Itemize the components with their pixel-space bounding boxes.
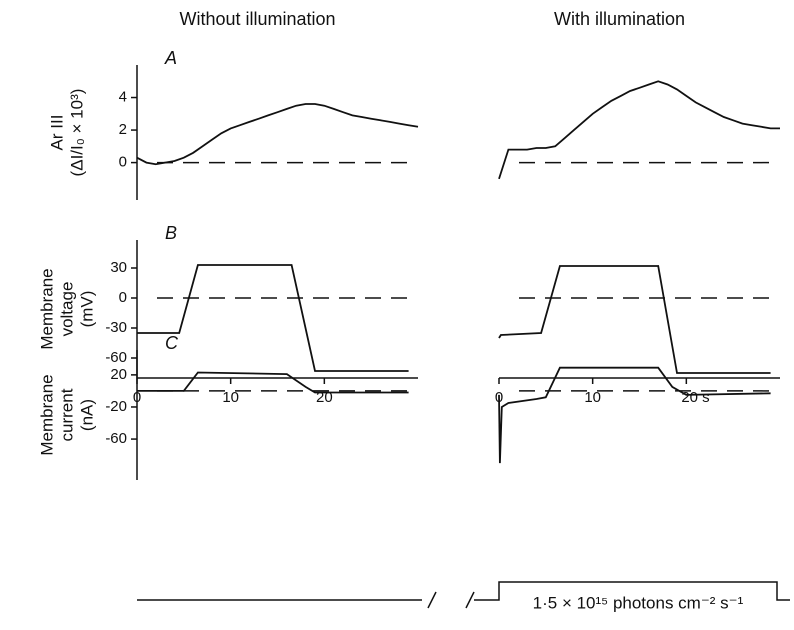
trace	[137, 371, 409, 394]
y-axis-label: (ΔI/I₀ × 10³)	[67, 89, 86, 177]
y-axis-label: (nA)	[77, 399, 96, 431]
y-axis-label: current	[57, 388, 76, 441]
axis-break	[465, 591, 475, 609]
column-title: With illumination	[554, 9, 685, 29]
column-title: Without illumination	[179, 9, 335, 29]
y-tick-label: -20	[105, 398, 127, 415]
trace	[498, 265, 771, 374]
stimulus-step	[474, 581, 790, 601]
y-tick-label: 0	[119, 289, 127, 306]
y-tick-label: -60	[105, 349, 127, 366]
trace	[498, 80, 780, 180]
y-axis-label: Ar III	[47, 115, 66, 151]
y-axis-label: (mV)	[77, 291, 96, 328]
panel-label: A	[164, 48, 177, 68]
trace	[136, 103, 419, 166]
y-tick-label: 0	[119, 154, 127, 171]
y-tick-label: 4	[119, 88, 127, 105]
x-tick-label: 10	[584, 389, 601, 406]
y-tick-label: -30	[105, 319, 127, 336]
stimulus-label: 1·5 × 10¹⁵ photons cm⁻² s⁻¹	[533, 593, 744, 612]
y-axis-label: Membrane	[37, 374, 56, 455]
stimulus-trace	[137, 581, 790, 609]
y-tick-label: -60	[105, 430, 127, 447]
panel-label: B	[165, 223, 177, 243]
y-tick-label: 2	[119, 121, 127, 138]
axis-break	[427, 591, 437, 609]
y-axis-label: Membrane	[37, 268, 56, 349]
y-axis-label: voltage	[57, 282, 76, 337]
y-tick-label: 30	[110, 259, 127, 276]
trace	[137, 264, 409, 372]
trace	[498, 366, 771, 464]
x-tick-label: 20 s	[681, 389, 709, 406]
panel-label: C	[165, 333, 179, 353]
y-tick-label: 20	[110, 366, 127, 383]
x-tick-label: 10	[222, 389, 239, 406]
